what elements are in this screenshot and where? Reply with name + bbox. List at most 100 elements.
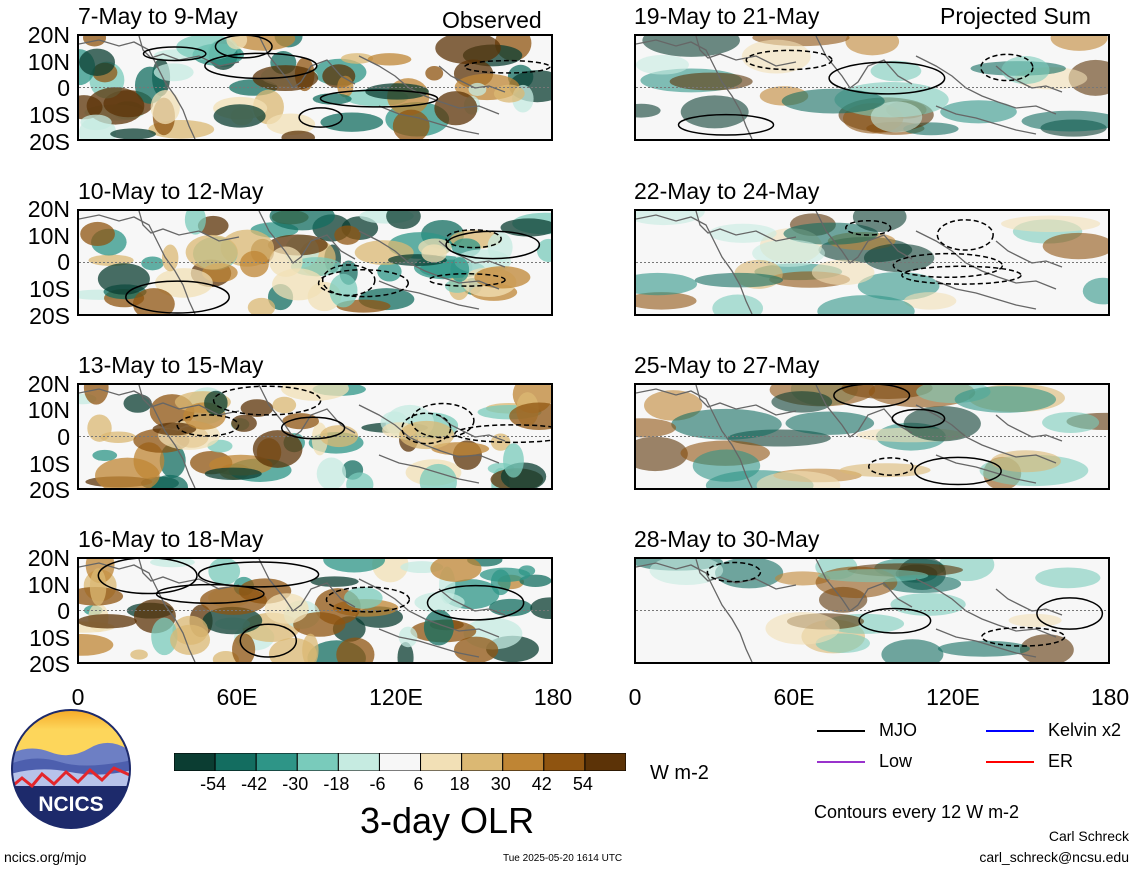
- lat-tick: 20S: [29, 303, 70, 329]
- panel-title: 10-May to 12-May: [78, 178, 264, 204]
- olr-anomaly-blob: [264, 593, 309, 624]
- lat-tick: 20N: [27, 371, 70, 397]
- mjo-contour: [176, 414, 240, 437]
- olr-anomaly-blob: [88, 254, 134, 266]
- colorbar-tick-label: -6: [369, 774, 386, 794]
- olr-anomaly-blob: [903, 292, 957, 310]
- legend-line-er: [986, 760, 1034, 763]
- mjo-contour: [891, 408, 946, 429]
- olr-anomaly-blob: [202, 606, 263, 635]
- legend-line-low: [817, 760, 865, 763]
- olr-anomaly-blob: [80, 221, 115, 246]
- mjo-contour: [833, 385, 911, 408]
- mjo-contour: [428, 272, 506, 287]
- colorbar-swatch: [337, 752, 380, 772]
- coastline: [378, 454, 480, 484]
- olr-anomaly-blob: [680, 95, 749, 129]
- olr-anomaly-blob: [781, 88, 885, 114]
- lat-tick: 10N: [27, 572, 70, 598]
- olr-map-panel-observed-3: [77, 383, 553, 490]
- olr-anomaly-blob: [132, 288, 175, 314]
- olr-anomaly-blob: [213, 104, 266, 128]
- coastline: [695, 36, 797, 67]
- lon-tick: 120E: [369, 684, 423, 710]
- olr-anomaly-blob: [231, 414, 257, 432]
- olr-anomaly-blob: [453, 636, 499, 662]
- olr-anomaly-blob: [155, 268, 213, 298]
- colorbar-swatch: [584, 752, 627, 772]
- colorbar-swatch: [543, 752, 586, 772]
- coastline: [935, 454, 1037, 484]
- olr-anomaly-blob: [170, 624, 211, 655]
- mjo-contour: [914, 456, 1002, 486]
- olr-anomaly-blob: [421, 244, 447, 263]
- coastline: [79, 214, 196, 314]
- colorbar-tick-label: 18: [449, 774, 470, 794]
- olr-anomaly-blob: [95, 457, 160, 488]
- olr-map-panel-observed-4: [77, 557, 553, 664]
- colorbar-tick-label: -42: [241, 774, 268, 794]
- coastline: [258, 385, 356, 438]
- colorbar-swatch: [173, 752, 216, 772]
- olr-anomaly-blob: [1001, 215, 1101, 232]
- olr-anomaly-blob: [1008, 613, 1062, 627]
- olr-anomaly-blob: [399, 420, 455, 450]
- coastline: [258, 211, 356, 264]
- olr-anomaly-blob: [536, 238, 551, 263]
- olr-anomaly-blob: [97, 263, 150, 295]
- footer-email[interactable]: carl_schreck@ncsu.edu: [979, 849, 1129, 865]
- lon-tick: 0: [628, 684, 642, 710]
- olr-anomaly-blob: [752, 239, 825, 267]
- coastline: [79, 562, 196, 662]
- olr-anomaly-blob: [367, 53, 412, 66]
- mjo-contour: [936, 219, 994, 251]
- olr-anomaly-blob: [310, 576, 359, 587]
- olr-anomaly-blob: [636, 103, 661, 118]
- colorbar-unit: W m-2: [650, 762, 709, 784]
- olr-anomaly-blob: [398, 626, 418, 648]
- legend-item-mjo: MJO: [817, 720, 917, 741]
- olr-anomaly-blob: [329, 273, 358, 308]
- mjo-contour: [321, 264, 376, 297]
- lat-tick: 10S: [29, 451, 70, 477]
- coastline: [935, 105, 1037, 135]
- lat-tick: 10S: [29, 625, 70, 651]
- olr-anomaly-blob: [185, 234, 238, 270]
- lon-tick: 180: [533, 684, 573, 710]
- olr-anomaly-blob: [212, 651, 239, 662]
- olr-anomaly-blob: [817, 295, 915, 314]
- olr-anomaly-blob: [530, 597, 551, 620]
- coastline: [378, 105, 480, 135]
- olr-anomaly-blob: [334, 225, 361, 245]
- coastline: [636, 214, 753, 314]
- olr-anomaly-blob: [392, 109, 430, 139]
- olr-anomaly-blob: [269, 211, 335, 231]
- olr-anomaly-blob: [323, 559, 386, 573]
- olr-anomaly-blob: [636, 55, 689, 75]
- lat-tick: 20N: [27, 196, 70, 222]
- coastline: [815, 559, 913, 612]
- olr-anomaly-blob: [141, 256, 164, 271]
- olr-anomaly-blob: [845, 36, 900, 56]
- mjo-contour: [155, 583, 265, 605]
- footer-timestamp: Tue 2025-05-20 1614 UTC: [503, 853, 623, 864]
- panel-title: 28-May to 30-May: [634, 526, 820, 552]
- projected-sum-label: Projected Sum: [940, 3, 1091, 29]
- olr-anomaly-blob: [252, 65, 319, 92]
- coastline: [138, 559, 240, 590]
- mjo-contour: [97, 559, 198, 595]
- lat-tick: 20S: [29, 651, 70, 677]
- mjo-contour: [981, 626, 1066, 647]
- olr-anomaly-blob: [434, 91, 478, 126]
- mjo-contour: [410, 402, 475, 439]
- footer-url[interactable]: ncics.org/mjo: [4, 849, 87, 865]
- olr-anomaly-blob: [756, 470, 841, 488]
- olr-anomaly-blob: [636, 272, 698, 296]
- coastline: [138, 385, 240, 416]
- colorbar-tick-label: 30: [490, 774, 511, 794]
- coastline: [695, 385, 797, 416]
- olr-anomaly-blob: [863, 243, 935, 273]
- coastline: [138, 211, 240, 242]
- olr-anomaly-blob: [636, 436, 688, 472]
- mjo-contour: [214, 36, 273, 59]
